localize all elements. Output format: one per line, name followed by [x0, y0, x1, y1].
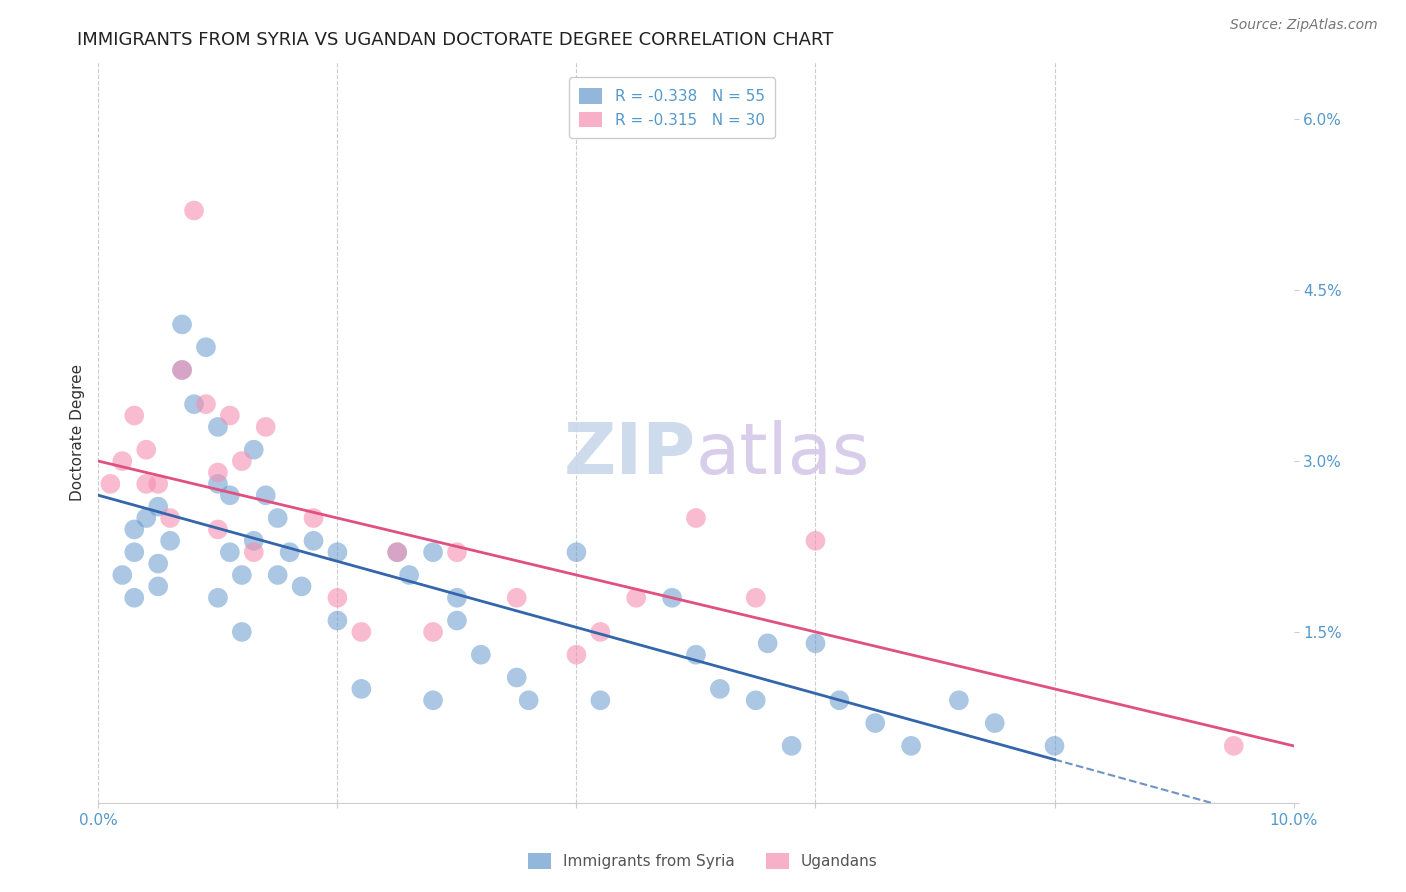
Point — [135, 511, 157, 525]
Point — [207, 523, 229, 537]
Point — [148, 476, 170, 491]
Point — [172, 363, 194, 377]
Point — [685, 511, 707, 525]
Point — [207, 466, 229, 480]
Point — [135, 476, 157, 491]
Point — [517, 693, 540, 707]
Point — [589, 624, 612, 639]
Point — [111, 568, 134, 582]
Point — [804, 533, 827, 548]
Y-axis label: Doctorate Degree: Doctorate Degree — [69, 364, 84, 501]
Point — [183, 397, 205, 411]
Point — [135, 442, 157, 457]
Point — [1223, 739, 1246, 753]
Point — [661, 591, 683, 605]
Point — [350, 681, 373, 696]
Point — [124, 409, 146, 423]
Point — [207, 476, 229, 491]
Point — [709, 681, 731, 696]
Point — [506, 671, 529, 685]
Point — [231, 568, 253, 582]
Text: Source: ZipAtlas.com: Source: ZipAtlas.com — [1230, 18, 1378, 32]
Point — [278, 545, 301, 559]
Point — [98, 476, 122, 491]
Point — [385, 545, 409, 559]
Point — [804, 636, 827, 650]
Point — [589, 693, 612, 707]
Point — [422, 624, 444, 639]
Point — [302, 533, 325, 548]
Point — [195, 397, 218, 411]
Point — [385, 545, 409, 559]
Point — [148, 579, 170, 593]
Point — [254, 420, 277, 434]
Point — [756, 636, 779, 650]
Point — [124, 523, 146, 537]
Point — [159, 511, 181, 525]
Point — [326, 591, 349, 605]
Point — [326, 614, 349, 628]
Point — [565, 545, 588, 559]
Point — [446, 614, 468, 628]
Point — [828, 693, 851, 707]
Point — [302, 511, 325, 525]
Point — [267, 511, 290, 525]
Point — [780, 739, 803, 753]
Point — [231, 624, 253, 639]
Point — [326, 545, 349, 559]
Legend: R = -0.338   N = 55, R = -0.315   N = 30: R = -0.338 N = 55, R = -0.315 N = 30 — [569, 78, 775, 138]
Point — [626, 591, 648, 605]
Point — [1043, 739, 1066, 753]
Point — [900, 739, 922, 753]
Point — [231, 454, 253, 468]
Point — [172, 318, 194, 332]
Point — [350, 624, 373, 639]
Point — [172, 363, 194, 377]
Point — [865, 716, 887, 731]
Point — [124, 545, 146, 559]
Text: atlas: atlas — [696, 420, 870, 490]
Point — [422, 693, 444, 707]
Point — [948, 693, 970, 707]
Point — [148, 500, 170, 514]
Point — [159, 533, 181, 548]
Point — [565, 648, 588, 662]
Point — [219, 545, 242, 559]
Point — [745, 693, 768, 707]
Point — [254, 488, 277, 502]
Point — [195, 340, 218, 354]
Point — [183, 203, 205, 218]
Point — [446, 591, 468, 605]
Point — [124, 591, 146, 605]
Point — [685, 648, 707, 662]
Legend: Immigrants from Syria, Ugandans: Immigrants from Syria, Ugandans — [522, 847, 884, 875]
Point — [745, 591, 768, 605]
Point — [470, 648, 492, 662]
Point — [243, 533, 266, 548]
Point — [207, 420, 229, 434]
Point — [398, 568, 420, 582]
Point — [506, 591, 529, 605]
Point — [446, 545, 468, 559]
Text: IMMIGRANTS FROM SYRIA VS UGANDAN DOCTORATE DEGREE CORRELATION CHART: IMMIGRANTS FROM SYRIA VS UGANDAN DOCTORA… — [77, 31, 834, 49]
Text: ZIP: ZIP — [564, 420, 696, 490]
Point — [984, 716, 1007, 731]
Point — [219, 409, 242, 423]
Point — [207, 591, 229, 605]
Point — [267, 568, 290, 582]
Point — [243, 545, 266, 559]
Point — [291, 579, 314, 593]
Point — [219, 488, 242, 502]
Point — [243, 442, 266, 457]
Point — [422, 545, 444, 559]
Point — [111, 454, 134, 468]
Point — [148, 557, 170, 571]
